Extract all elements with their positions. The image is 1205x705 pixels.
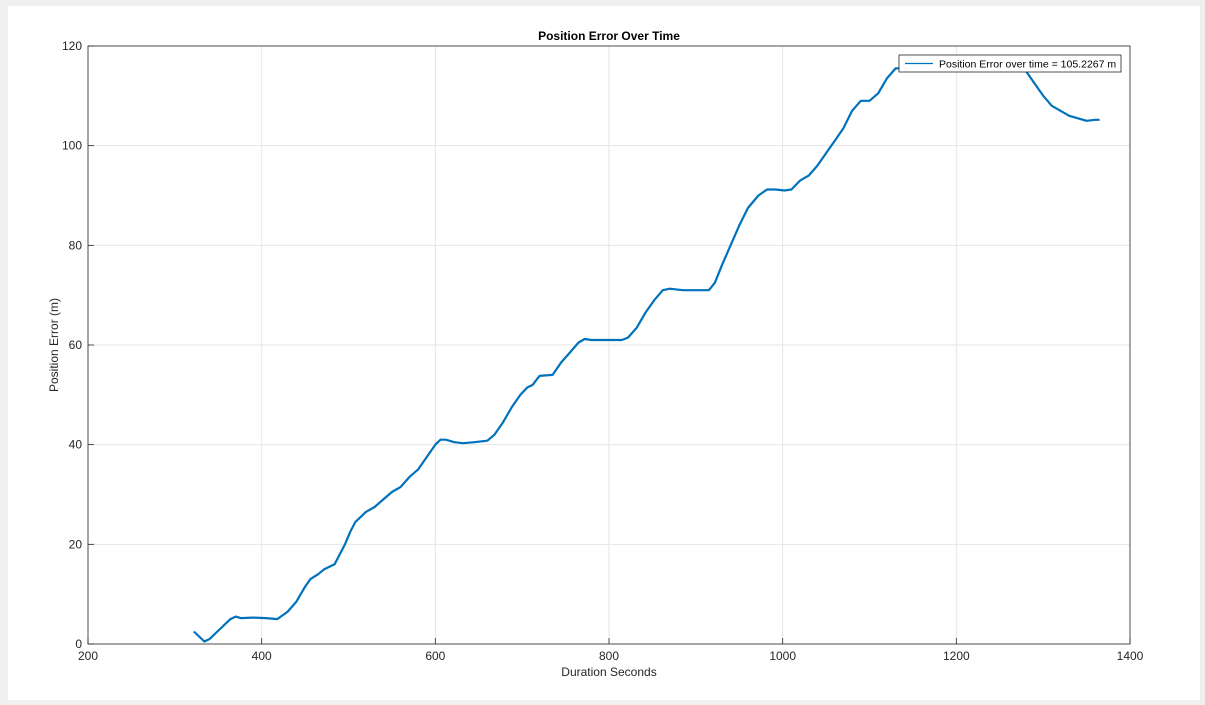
x-tick-label: 800 xyxy=(599,649,619,663)
x-tick-label: 600 xyxy=(425,649,445,663)
chart-title: Position Error Over Time xyxy=(538,29,680,43)
x-axis-label: Duration Seconds xyxy=(561,665,656,679)
x-tick-label: 1200 xyxy=(943,649,970,663)
x-tick-label: 400 xyxy=(252,649,272,663)
y-tick-label: 20 xyxy=(69,537,83,551)
x-tick-label: 1400 xyxy=(1117,649,1144,663)
y-tick-label: 40 xyxy=(69,438,83,452)
y-tick-label: 120 xyxy=(62,39,82,53)
y-tick-label: 60 xyxy=(69,338,83,352)
legend-entry: Position Error over time = 105.2267 m xyxy=(939,59,1116,71)
legend: Position Error over time = 105.2267 m xyxy=(898,54,1122,73)
y-axis-label: Position Error (m) xyxy=(47,298,61,392)
x-tick-label: 200 xyxy=(78,649,98,663)
legend-box xyxy=(898,54,1122,73)
axis-ticks: 200 400 600 800 1000 1200 1400 0 20 40 60 80 100 120 xyxy=(62,39,1144,663)
y-tick-label: 0 xyxy=(75,637,82,651)
series-line xyxy=(193,67,1100,643)
y-tick-label: 80 xyxy=(69,238,83,252)
y-tick-label: 100 xyxy=(62,139,82,153)
x-tick-label: 1000 xyxy=(769,649,796,663)
